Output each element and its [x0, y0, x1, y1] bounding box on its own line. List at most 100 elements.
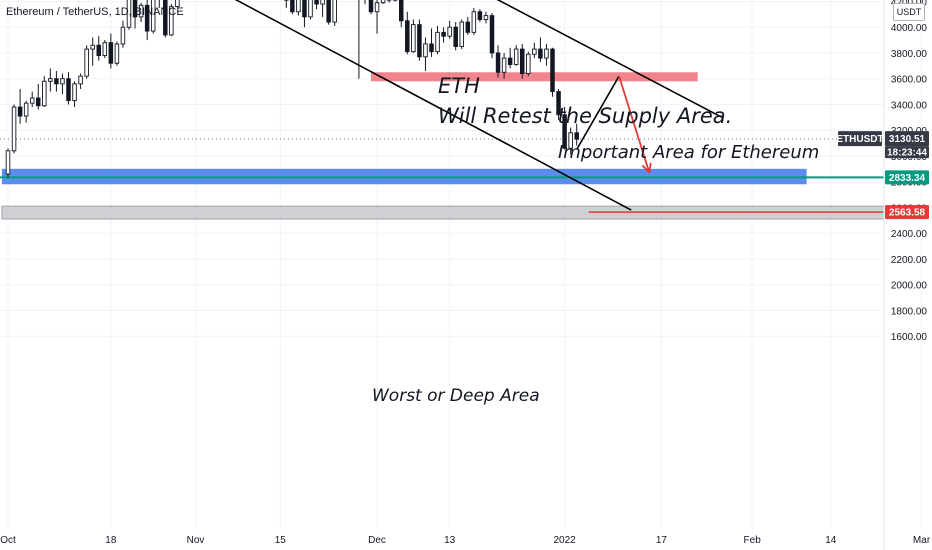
- candle-body: [314, 0, 319, 5]
- symbol-title[interactable]: Ethereum / TetherUS, 1D, BINANCE: [6, 6, 184, 18]
- supply-zone: [371, 72, 698, 82]
- y-tick-label: 4000.00: [891, 23, 928, 34]
- candle-body: [17, 106, 23, 117]
- candle-body: [175, 0, 180, 8]
- candle-body: [290, 0, 295, 13]
- x-tick-label: 14: [825, 535, 837, 546]
- candle-body: [453, 26, 458, 47]
- candle-body: [5, 150, 11, 175]
- current-price-tag: 3130.51: [889, 134, 926, 145]
- x-tick-label: Oct: [0, 535, 16, 546]
- candle-body: [411, 24, 416, 53]
- y-tick-label: 2400.00: [891, 229, 928, 240]
- candle-body: [562, 114, 567, 149]
- candle-body: [483, 15, 489, 20]
- candle-body: [556, 91, 561, 116]
- candle-body: [126, 0, 132, 28]
- candle-body: [48, 78, 53, 82]
- candle-body: [568, 132, 573, 149]
- y-tick-label: 1800.00: [891, 306, 928, 317]
- candle-body: [42, 80, 47, 107]
- candle-body: [96, 44, 101, 56]
- candle-body: [447, 26, 452, 37]
- candle-body: [120, 26, 126, 45]
- y-tick-label: 1600.00: [891, 332, 928, 343]
- x-tick-label: 18: [105, 535, 117, 546]
- candle-body: [574, 132, 579, 140]
- countdown-tag: 18:23:44: [887, 148, 927, 159]
- annotation-important: Important Area for Ethereum: [558, 142, 820, 163]
- candle-body: [459, 21, 465, 47]
- candle-body: [102, 42, 108, 56]
- x-tick-label: 15: [275, 535, 287, 546]
- candle-body: [399, 0, 404, 22]
- candle-body: [441, 31, 446, 37]
- y-tick-label: 3600.00: [891, 75, 928, 86]
- y-tick-label: 2000.00: [891, 281, 928, 292]
- projection-up-line: [576, 75, 620, 150]
- candle-body: [550, 48, 555, 93]
- deep-price-tag-bg: [885, 205, 929, 220]
- candle-body: [296, 0, 301, 13]
- candle-body: [326, 0, 331, 23]
- support-price-tag-bg: [885, 170, 929, 185]
- candle-body: [513, 48, 519, 65]
- candle-body: [163, 0, 168, 36]
- candle-body: [84, 48, 89, 77]
- candle-body: [489, 15, 495, 54]
- candle-body: [380, 0, 386, 4]
- candle-body: [532, 48, 537, 55]
- candle-body: [429, 43, 434, 53]
- candle-body: [405, 20, 410, 53]
- candle-body: [320, 0, 325, 5]
- candle-body: [114, 43, 120, 64]
- candle-body: [150, 0, 156, 32]
- candle-body: [108, 42, 114, 64]
- candle-body: [138, 4, 144, 18]
- candle-body: [60, 78, 65, 85]
- candle-body: [132, 0, 138, 18]
- candle-body: [417, 24, 422, 58]
- candle-body: [520, 48, 525, 75]
- projection-down-arrow: [618, 75, 651, 173]
- x-tick-label: 13: [444, 535, 456, 546]
- candle-body: [78, 75, 83, 85]
- annotation-subtitle: Will Retest the Supply Area.: [438, 104, 733, 128]
- zones: [0, 72, 885, 220]
- price-axis[interactable]: 1600.001800.002000.002200.002400.002600.…: [883, 0, 928, 550]
- current-price-tag-bg: [885, 131, 929, 147]
- candle-body: [54, 78, 59, 85]
- channel-upper-line: [496, 0, 723, 119]
- x-tick-label: Feb: [744, 535, 762, 546]
- x-tick-label: 2022: [553, 535, 576, 546]
- candle-body: [544, 48, 549, 59]
- currency-badge[interactable]: USDT: [893, 3, 925, 21]
- candle-body: [374, 2, 380, 13]
- candle-body: [302, 0, 307, 18]
- annotation-worst: Worst or Deep Area: [372, 386, 540, 406]
- y-tick-label: 3400.00: [891, 100, 928, 111]
- candle-body: [66, 78, 71, 102]
- price-tags: ETHUSDT 3130.51 18:23:44 2833.34 2563.58: [836, 131, 929, 220]
- candles: [5, 0, 579, 178]
- candle-body: [507, 57, 513, 65]
- candle-body: [465, 21, 471, 33]
- candle-body: [423, 43, 428, 58]
- symbol-tag-bg: [838, 131, 882, 147]
- time-axis[interactable]: Oct 18 Nov 15 Dec 13 2022 17 Feb 14 Mar: [0, 535, 931, 546]
- countdown-tag-bg: [885, 146, 929, 159]
- candle-body: [526, 53, 531, 74]
- candle-body: [538, 48, 543, 59]
- candle-body: [495, 52, 501, 73]
- candle-body: [169, 6, 174, 36]
- candle-body: [144, 4, 150, 32]
- candle-body: [471, 11, 477, 33]
- candle-body: [90, 44, 95, 50]
- annotation-title: ETH: [438, 74, 480, 98]
- candle-body: [435, 31, 440, 53]
- deep-price-tag: 2563.58: [889, 208, 926, 219]
- candle-body: [36, 97, 41, 107]
- candle-body: [72, 83, 77, 102]
- x-tick-label: Nov: [187, 535, 205, 546]
